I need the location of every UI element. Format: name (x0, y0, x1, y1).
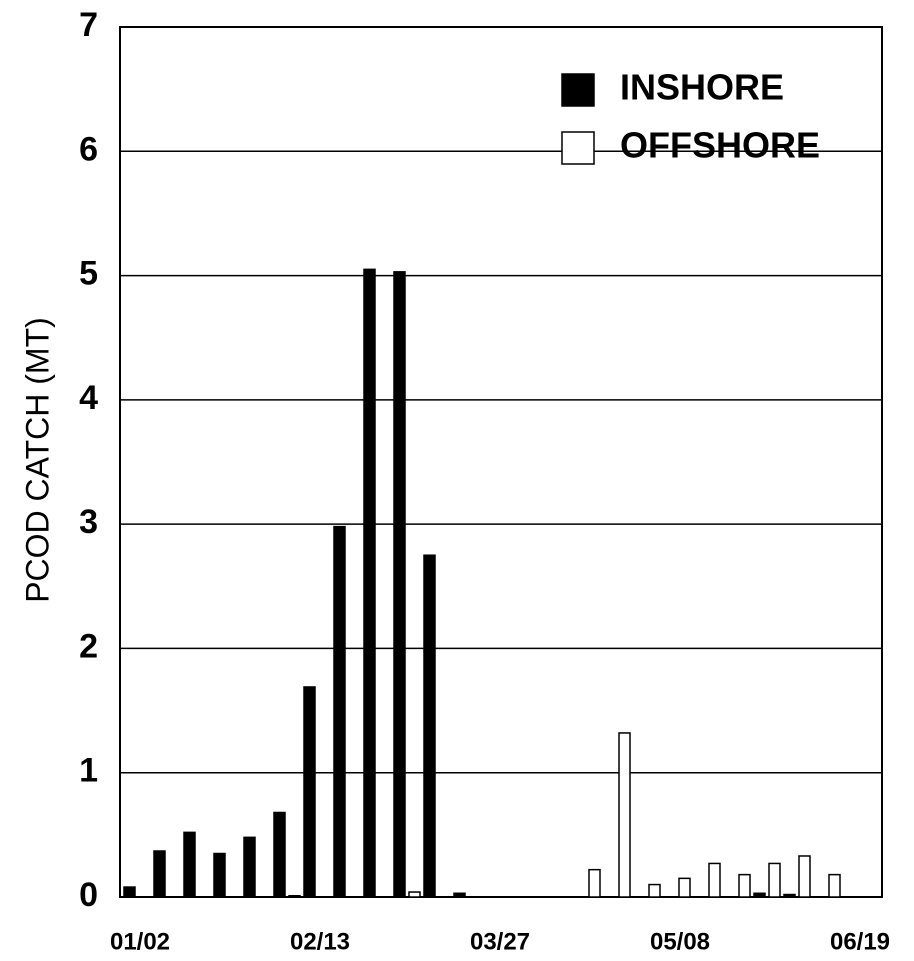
bar (768, 862, 781, 898)
bar (303, 686, 316, 898)
bar (363, 268, 376, 898)
y-tick-label: 3 (79, 503, 98, 541)
bar (423, 554, 436, 898)
bar (618, 732, 631, 898)
y-tick-label: 5 (79, 255, 98, 293)
bar (798, 855, 811, 898)
bar (288, 895, 301, 898)
y-axis-label: PCOD CATCH (MT) (19, 317, 55, 603)
bar (153, 850, 166, 898)
bar (783, 893, 796, 898)
bar (123, 886, 136, 898)
y-tick-label: 7 (79, 6, 98, 44)
y-tick-label: 4 (79, 379, 98, 417)
bar (453, 892, 466, 898)
legend-swatch (561, 73, 595, 107)
bar (393, 271, 406, 898)
bar (333, 525, 346, 898)
bar (738, 873, 751, 898)
bar (588, 868, 601, 898)
bar (183, 831, 196, 898)
x-tick-label: 02/13 (290, 928, 350, 955)
bar (273, 811, 286, 898)
bar (828, 873, 841, 898)
x-tick-label: 06/19 (830, 928, 890, 955)
legend-swatch (561, 131, 595, 165)
bar (408, 891, 421, 898)
x-tick-label: 05/08 (650, 928, 710, 955)
bar (708, 862, 721, 898)
y-tick-label: 0 (79, 876, 98, 914)
bar (678, 877, 691, 898)
y-tick-label: 2 (79, 627, 98, 665)
legend-label: OFFSHORE (620, 125, 820, 166)
bar (753, 892, 766, 898)
bar (213, 852, 226, 898)
bar (648, 883, 661, 898)
y-tick-label: 1 (79, 752, 98, 790)
x-tick-label: 01/02 (110, 928, 170, 955)
x-tick-label: 03/27 (470, 928, 530, 955)
y-tick-label: 6 (79, 130, 98, 168)
legend-label: INSHORE (620, 67, 784, 108)
bar (243, 836, 256, 898)
